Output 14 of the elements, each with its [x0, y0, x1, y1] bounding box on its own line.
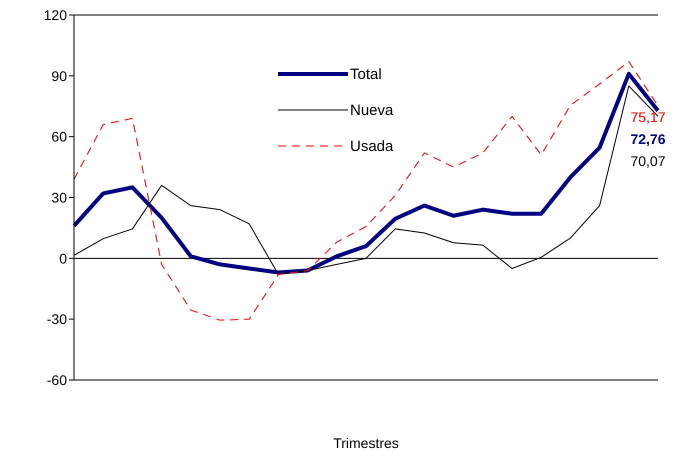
data-label: 70,07 — [630, 153, 666, 170]
y-tick-label: 0 — [59, 250, 68, 266]
legend-label: Usada — [350, 138, 394, 154]
y-tick-label: 90 — [51, 68, 68, 84]
y-tick-label: -30 — [46, 311, 68, 328]
y-tick-label: -60 — [46, 372, 68, 388]
legend-label: Total — [350, 66, 382, 82]
y-tick-label: 120 — [44, 6, 68, 23]
legend-label: Nueva — [350, 102, 394, 118]
data-label: 75,17 — [630, 108, 666, 125]
x-axis-title: Trimestres — [333, 435, 399, 451]
data-label: 72,76 — [630, 130, 666, 147]
y-tick-label: 30 — [51, 189, 68, 206]
y-tick-label: 60 — [51, 128, 68, 145]
